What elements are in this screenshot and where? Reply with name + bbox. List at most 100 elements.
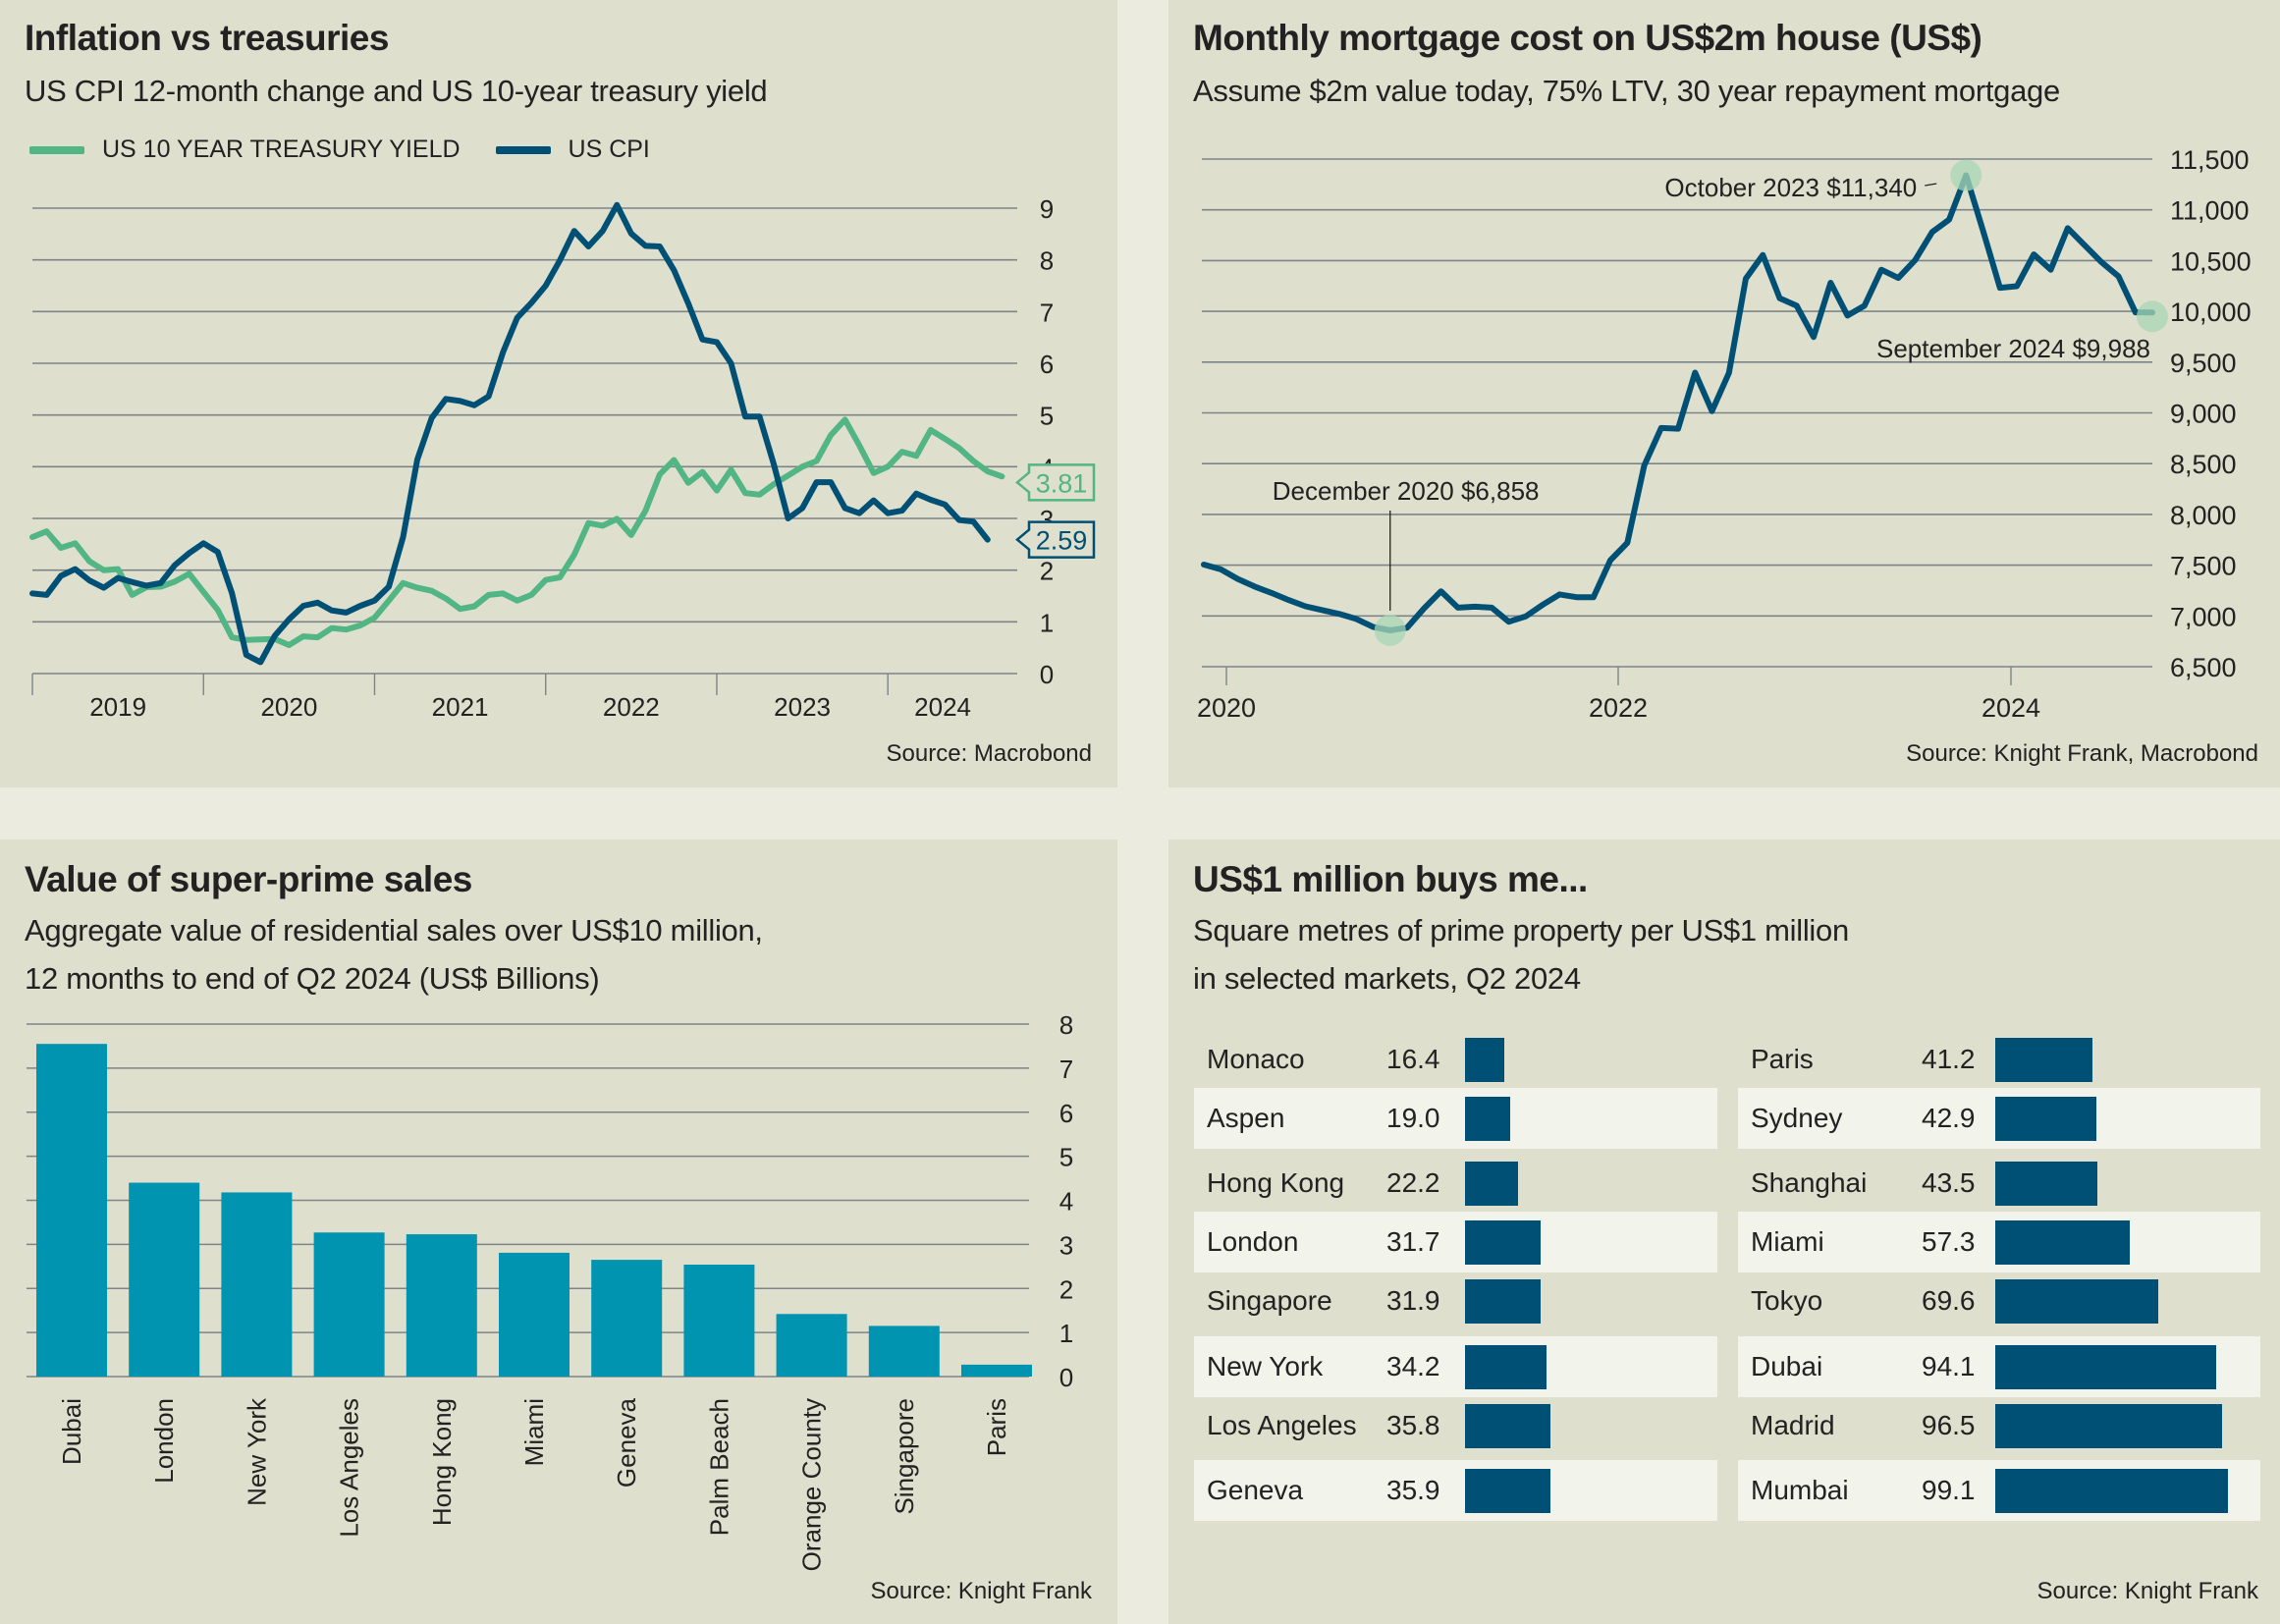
market-name: Singapore (1207, 1285, 1332, 1316)
market-bar (1995, 1162, 2098, 1206)
y-tick-label: 6,500 (2170, 653, 2237, 682)
market-value: 41.2 (1922, 1044, 1976, 1074)
mortgage-source: Source: Knight Frank, Macrobond (1906, 740, 2258, 767)
y-tick-label: 7 (1040, 298, 1054, 327)
bar-geneva (591, 1260, 663, 1377)
bar-orange-county (776, 1314, 847, 1377)
annotation-label-dec-2020: December 2020 $6,858 (1273, 476, 1540, 506)
million-buys-subtitle-line-2: in selected markets, Q2 2024 (1193, 961, 1581, 996)
x-tick-label: 2020 (1197, 693, 1256, 723)
bar-new-york (221, 1192, 293, 1377)
y-tick-label: 1 (1059, 1319, 1073, 1348)
x-category-label: Geneva (612, 1397, 641, 1488)
table-row: Mumbai 99.1 (1738, 1460, 2260, 1521)
super-prime-subtitle-line-1: Aggregate value of residential sales ove… (25, 913, 763, 947)
market-value: 35.8 (1386, 1410, 1440, 1440)
bar-paris (961, 1364, 1032, 1377)
x-category-label: London (149, 1398, 179, 1484)
market-value: 34.2 (1386, 1351, 1440, 1381)
annotation-leader (1925, 183, 1937, 187)
annotation-label-sep-2024: September 2024 $9,988 (1876, 334, 2150, 363)
million-buys-panel: US$1 million buys me... Square metres of… (1168, 839, 2280, 1624)
table-row: Geneva 35.9 (1194, 1460, 1717, 1521)
market-name: London (1207, 1226, 1299, 1257)
inflation-chart-subtitle: US CPI 12-month change and US 10-year tr… (25, 74, 768, 108)
market-bar (1995, 1469, 2228, 1513)
market-bar (1995, 1220, 2131, 1265)
annotation-label-oct-2023: October 2023 $11,340 (1664, 173, 1917, 202)
x-category-label: Dubai (57, 1398, 86, 1465)
table-row: Paris 41.2 (1738, 1029, 2260, 1090)
mortgage-cost-line (1201, 172, 2155, 633)
cpi-line (29, 201, 991, 666)
market-name: Shanghai (1751, 1167, 1868, 1198)
x-category-label: Hong Kong (427, 1398, 457, 1526)
x-category-label: Palm Beach (704, 1398, 733, 1536)
market-name: Los Angeles (1207, 1410, 1357, 1440)
market-value: 35.9 (1386, 1475, 1440, 1505)
table-row: Aspen 19.0 (1194, 1088, 1717, 1149)
y-tick-label: 6 (1040, 350, 1054, 379)
market-name: Miami (1751, 1226, 1824, 1257)
market-bar (1465, 1220, 1541, 1265)
x-tick-label: 2022 (603, 692, 660, 722)
market-name: New York (1207, 1351, 1324, 1381)
market-value: 94.1 (1922, 1351, 1976, 1381)
y-tick-label: 2 (1059, 1274, 1073, 1304)
market-name: Madrid (1751, 1410, 1835, 1440)
y-tick-label: 5 (1059, 1143, 1073, 1172)
mortgage-chart-title: Monthly mortgage cost on US$2m house (US… (1193, 18, 1982, 58)
mortgage-chart-subtitle: Assume $2m value today, 75% LTV, 30 year… (1193, 74, 2060, 108)
x-tick-label: 2024 (914, 692, 971, 722)
y-tick-label: 2 (1040, 557, 1054, 586)
table-row: Hong Kong 22.2 (1194, 1153, 1717, 1214)
market-bar (1465, 1097, 1511, 1141)
annotation-highlight (2137, 300, 2168, 333)
bar-dubai (36, 1044, 107, 1377)
y-tick-label: 4 (1059, 1187, 1073, 1217)
market-value: 22.2 (1386, 1167, 1440, 1198)
market-bar (1995, 1038, 2092, 1082)
y-tick-label: 5 (1040, 402, 1054, 431)
table-row: Sydney 42.9 (1738, 1088, 2260, 1149)
y-tick-label: 7,000 (2170, 602, 2237, 631)
cpi-end-callout (1015, 520, 1096, 559)
table-row: Singapore 31.9 (1194, 1271, 1717, 1331)
super-prime-chart-plot: 0 1 2 3 4 5 6 7 8 Dubai London New York Los Angeles H… (27, 1010, 1073, 1571)
legend-label-treasury: US 10 YEAR TREASURY YIELD (102, 135, 461, 163)
table-row: Monaco 16.4 (1194, 1029, 1717, 1090)
market-name: Sydney (1751, 1103, 1843, 1133)
bar-palm-beach (683, 1265, 755, 1377)
market-bar (1465, 1038, 1504, 1082)
table-row: Tokyo 69.6 (1738, 1271, 2260, 1331)
super-prime-chart-title: Value of super-prime sales (25, 859, 472, 899)
table-row: Shanghai 43.5 (1738, 1153, 2260, 1214)
x-tick-label: 2021 (432, 692, 489, 722)
market-name: Dubai (1751, 1351, 1823, 1381)
market-value: 96.5 (1922, 1410, 1976, 1440)
y-tick-label: 0 (1059, 1363, 1073, 1392)
inflation-source: Source: Macrobond (886, 740, 1092, 767)
market-value: 69.6 (1922, 1285, 1976, 1316)
y-tick-label: 11,000 (2170, 196, 2250, 226)
y-tick-label: 8,500 (2170, 450, 2237, 479)
market-value: 57.3 (1922, 1226, 1976, 1257)
inflation-chart-plot: 01234567892019202020212022202320243.812.… (29, 194, 1096, 722)
super-prime-subtitle-line-2: 12 months to end of Q2 2024 (US$ Billion… (25, 961, 600, 996)
y-tick-label: 7 (1059, 1055, 1073, 1084)
y-tick-label: 8,000 (2170, 501, 2237, 530)
y-tick-label: 8 (1059, 1010, 1073, 1040)
mortgage-chart-plot: 6,500 7,000 7,500 8,000 8,500 9,000 9,500 10,00… (1197, 145, 2252, 723)
table-row: Miami 57.3 (1738, 1212, 2260, 1272)
y-tick-label: 0 (1040, 660, 1054, 689)
x-tick-label: 2022 (1589, 693, 1648, 723)
market-bar (1465, 1469, 1550, 1513)
bar-london (129, 1182, 200, 1377)
annotation-highlight (1374, 614, 1406, 646)
y-tick-label: 1 (1040, 608, 1054, 637)
x-category-label: Los Angeles (335, 1398, 364, 1538)
y-tick-label: 11,500 (2170, 145, 2250, 175)
treasury-end-value: 3.81 (1036, 468, 1088, 498)
market-value: 16.4 (1386, 1044, 1440, 1074)
bar-singapore (868, 1326, 940, 1377)
